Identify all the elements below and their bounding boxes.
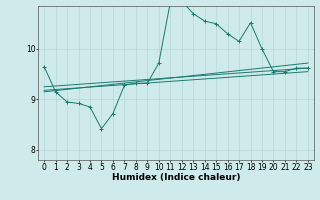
X-axis label: Humidex (Indice chaleur): Humidex (Indice chaleur) <box>112 173 240 182</box>
